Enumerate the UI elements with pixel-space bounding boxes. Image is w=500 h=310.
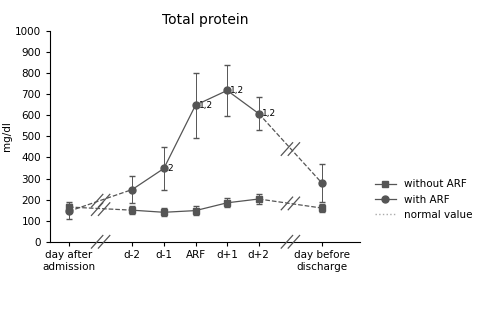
Text: 1,2: 1,2 (230, 86, 244, 95)
Title: Total protein: Total protein (162, 13, 248, 27)
Text: 1,2: 1,2 (198, 101, 213, 110)
Text: 1,2: 1,2 (262, 109, 276, 118)
Legend: without ARF, with ARF, normal value: without ARF, with ARF, normal value (375, 179, 472, 220)
Text: 2: 2 (167, 164, 172, 173)
Y-axis label: mg/dl: mg/dl (2, 122, 12, 151)
